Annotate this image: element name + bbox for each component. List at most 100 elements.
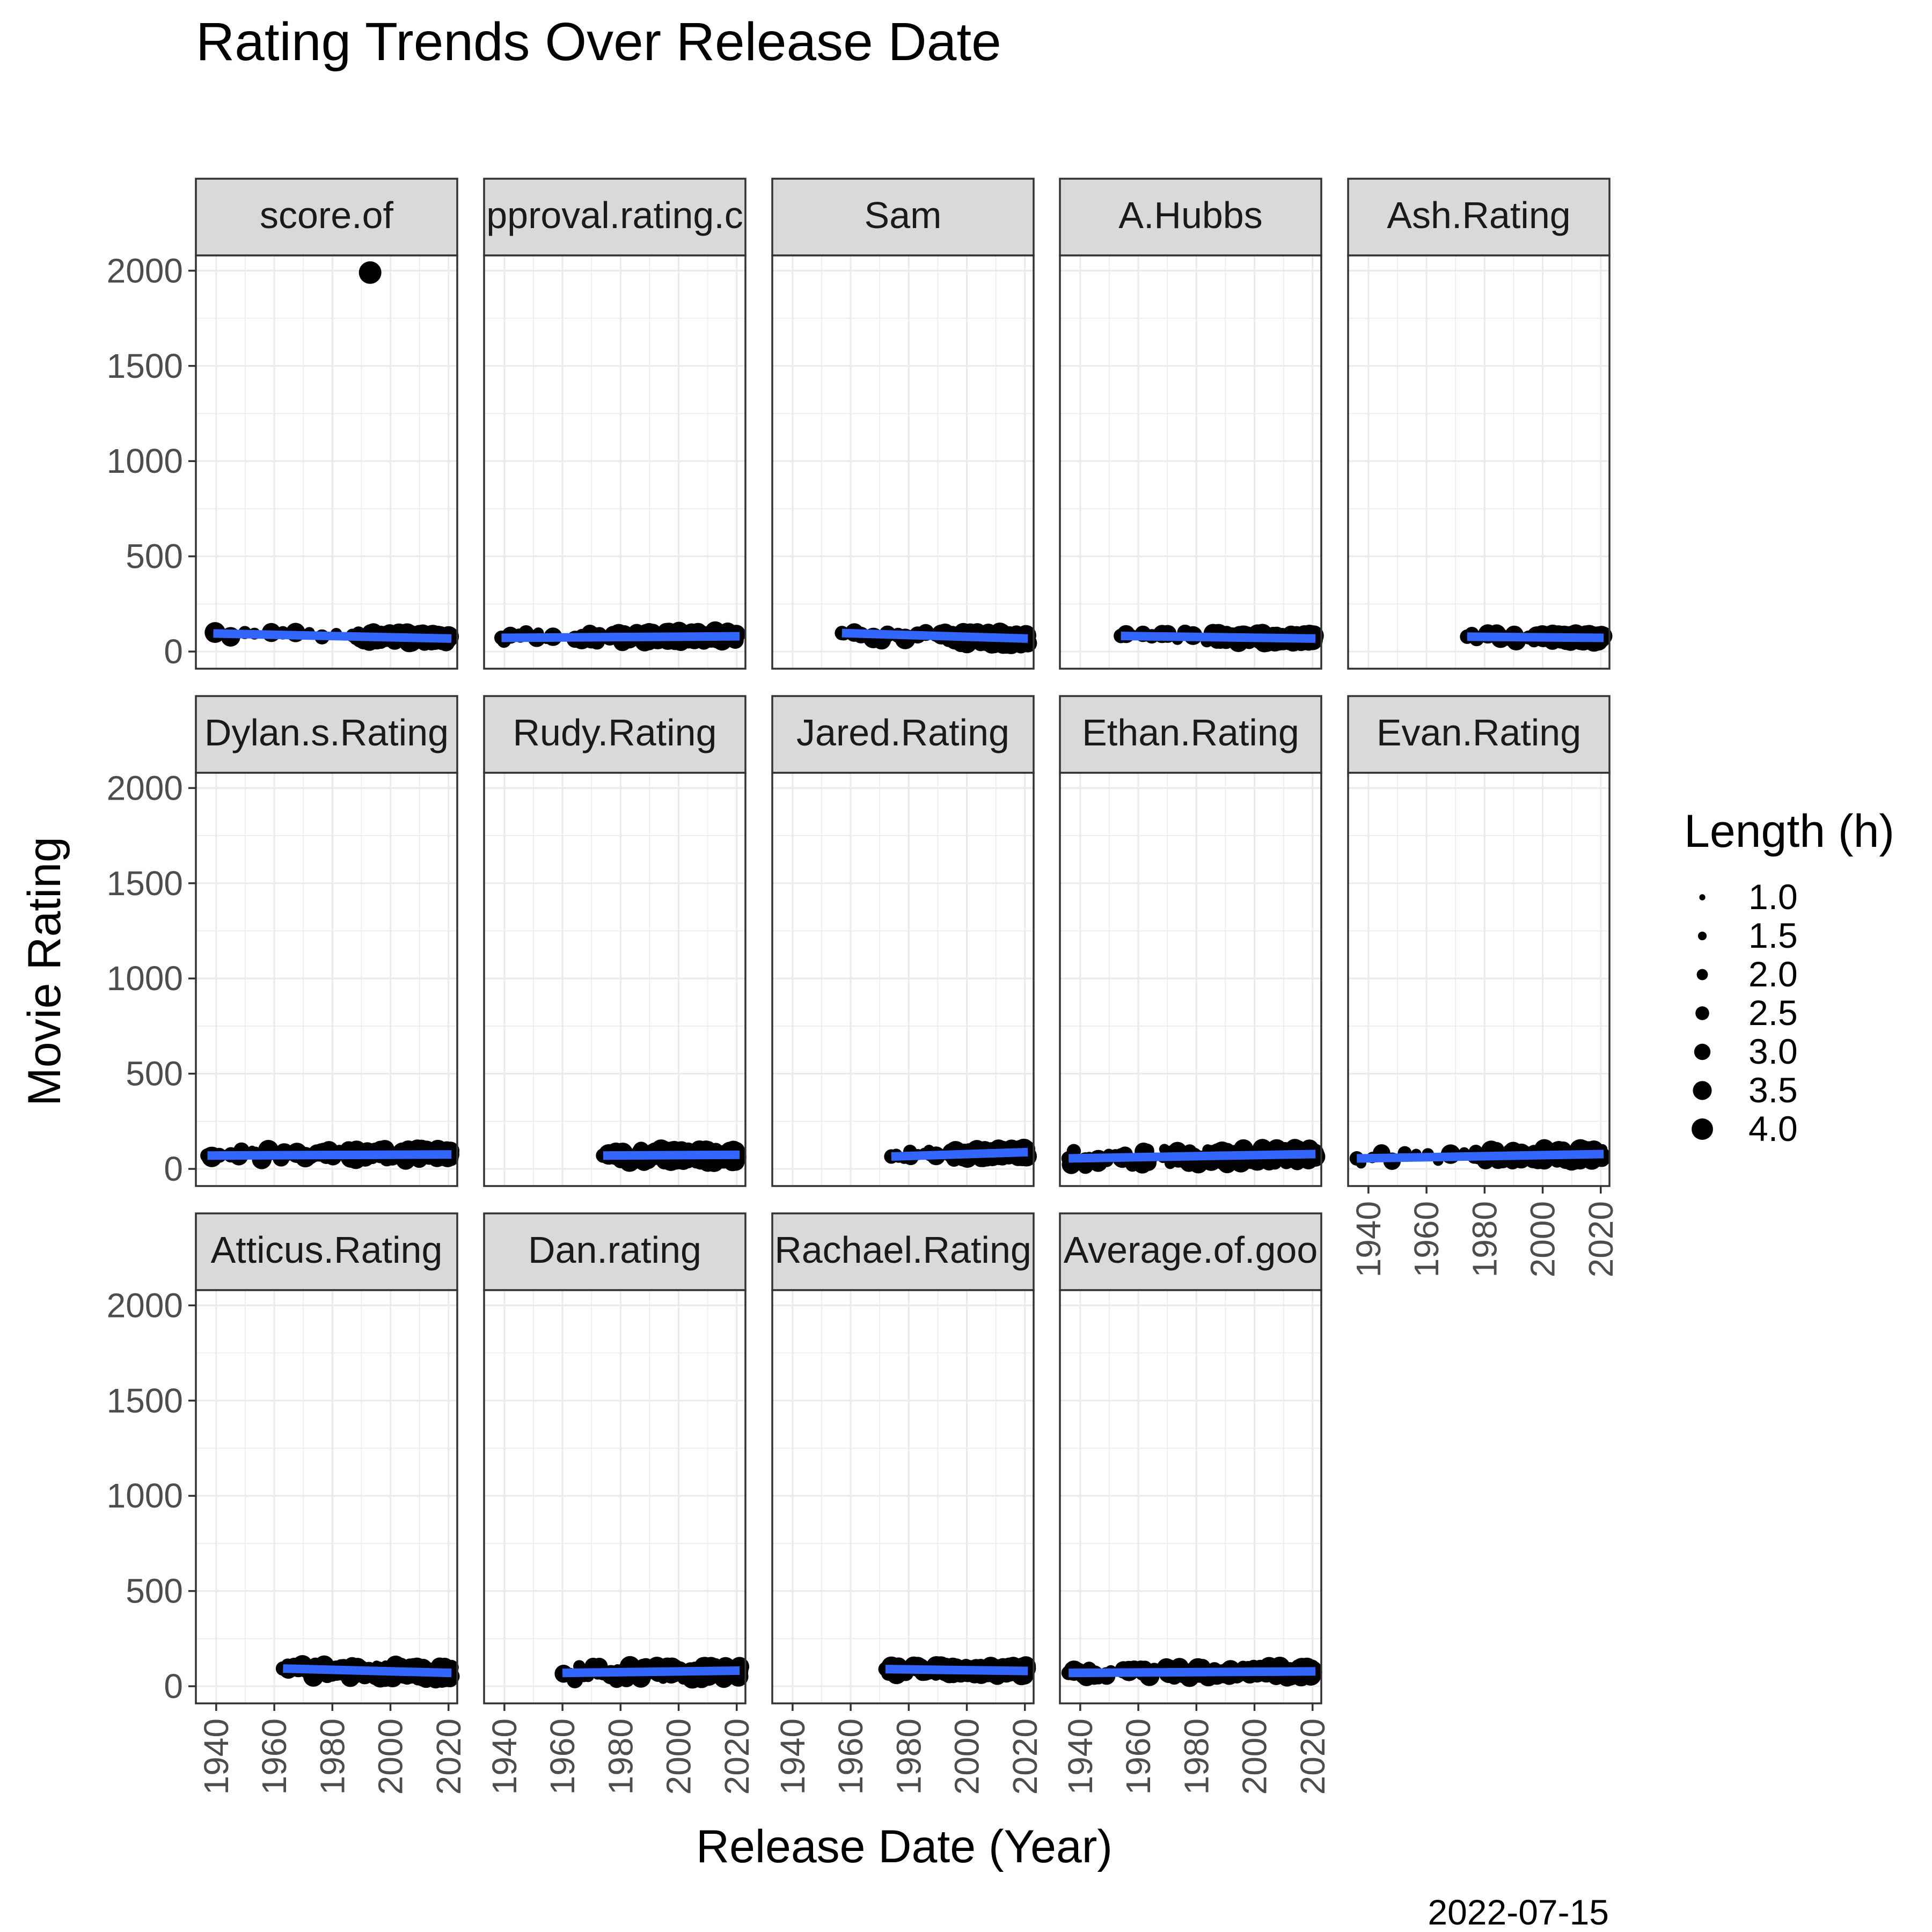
trend-line	[885, 1665, 1028, 1675]
panel-border	[195, 1289, 458, 1704]
x-tick-label: 1940	[197, 1718, 236, 1795]
legend-label: 4.0	[1748, 1109, 1798, 1148]
panel-background	[772, 1290, 1034, 1703]
x-tick-label: 1940	[773, 1718, 812, 1795]
facet-panel: Jared.Rating	[771, 695, 1037, 1187]
panel-border	[483, 254, 747, 670]
x-tick-label: 1960	[831, 1718, 870, 1795]
y-tick-label: 500	[126, 1572, 183, 1611]
panel-border	[195, 772, 458, 1187]
facet-strip	[1347, 695, 1611, 774]
y-tick-label: 2000	[107, 1286, 183, 1324]
trend-line	[1069, 1667, 1316, 1678]
y-tick-label: 1500	[107, 864, 183, 903]
facet-strip	[195, 178, 458, 257]
y-tick-label: 0	[164, 1667, 183, 1706]
trend-line	[562, 1666, 740, 1678]
y-tick-label: 500	[126, 1055, 183, 1093]
panel-background	[196, 1290, 457, 1703]
gridlines	[772, 773, 1034, 1186]
panel-border	[1347, 254, 1611, 670]
facet-panel: Dan.rating 1940 1960 1980 2000 2020	[483, 1212, 756, 1795]
y-tick-label: 2000	[107, 769, 183, 807]
facet-strip-label: Dylan.s.Rating	[204, 712, 449, 753]
gridlines	[196, 773, 457, 1186]
y-tick-label: 1500	[107, 347, 183, 385]
legend-label: 1.0	[1748, 877, 1798, 917]
panel-border	[483, 1289, 747, 1704]
trend-line	[1121, 631, 1316, 643]
panel-background	[1060, 255, 1321, 669]
gridlines	[1060, 255, 1321, 669]
facet-strip	[771, 695, 1035, 774]
panel-background	[772, 773, 1034, 1186]
data-point	[1135, 1159, 1146, 1170]
x-tick-label: 1960	[1119, 1718, 1158, 1795]
gridlines	[1060, 1290, 1321, 1703]
panel-border	[771, 1289, 1035, 1704]
y-tick-label: 1000	[107, 442, 183, 480]
trend-line	[207, 1150, 452, 1160]
x-tick-label: 1940	[1061, 1718, 1100, 1795]
facet-strip	[1347, 178, 1611, 257]
y-tick-label: 1500	[107, 1381, 183, 1420]
facet-strip-label: Dan.rating	[528, 1229, 701, 1271]
legend-entries: 1.01.52.02.53.03.54.0	[1692, 877, 1798, 1148]
y-tick-label: 1000	[107, 959, 183, 998]
x-tick-label: 2000	[948, 1718, 986, 1795]
x-tick-label: 2000	[1524, 1201, 1562, 1277]
facet-strip-label: A.Hubbs	[1118, 194, 1262, 236]
x-tick-label: 2020	[1006, 1718, 1044, 1795]
facet-strip	[195, 695, 458, 774]
facet-strip-label: Sam	[865, 194, 942, 236]
x-tick-label: 2000	[371, 1718, 410, 1795]
x-tick-label: 2000	[1235, 1718, 1274, 1795]
x-tick-label: 1960	[543, 1718, 582, 1795]
y-axis-label: Movie Rating	[19, 837, 70, 1106]
x-tick-label: 1980	[1465, 1201, 1504, 1277]
x-tick-label: 1940	[485, 1718, 524, 1795]
gridlines	[1348, 255, 1609, 669]
facet-panel: score.of 0 500 1000 1500 2000	[107, 178, 459, 671]
gridlines	[484, 255, 745, 669]
legend-key	[1699, 894, 1706, 901]
y-tick-label: 0	[164, 632, 183, 671]
gridlines	[772, 1290, 1034, 1703]
x-tick-label: 1940	[1349, 1201, 1388, 1277]
trend-line	[841, 628, 1028, 643]
trend-line	[891, 1147, 1028, 1161]
trend-line	[1069, 1150, 1316, 1163]
facet-panel: Rachael.Rating 1940 1960 1980 2000 2020	[771, 1212, 1044, 1795]
facet-strip-label: Evan.Rating	[1377, 712, 1581, 753]
facet-panel: pproval.rating.c	[483, 178, 747, 670]
y-tick-label: 0	[164, 1150, 183, 1188]
panel-border	[771, 254, 1035, 670]
panel-border	[1059, 772, 1322, 1187]
panel-background	[484, 255, 745, 669]
legend-label: 3.5	[1748, 1070, 1798, 1110]
panel-background	[484, 773, 745, 1186]
trend-line	[1357, 1150, 1604, 1163]
chart-title: Rating Trends Over Release Date	[196, 12, 1001, 72]
facet-panel: Ash.Rating	[1347, 178, 1613, 670]
facet-panel: Ethan.Rating	[1059, 695, 1326, 1187]
panel-background	[1060, 1290, 1321, 1703]
x-tick-label: 1980	[1177, 1718, 1216, 1795]
facet-strip	[1059, 695, 1322, 774]
x-tick-label: 2020	[718, 1718, 756, 1795]
legend-key	[1694, 1043, 1711, 1060]
facet-panel: Evan.Rating 1940 1960 1980 2000 2020	[1347, 695, 1620, 1277]
facet-strip-label: Average.of.goo	[1064, 1229, 1318, 1271]
x-tick-label: 1980	[601, 1718, 640, 1795]
facet-panel: Average.of.goo 1940 1960 1980 2000 2020	[1059, 1212, 1332, 1795]
panel-background	[1348, 773, 1609, 1186]
panel-background	[772, 255, 1034, 669]
x-tick-label: 1980	[889, 1718, 928, 1795]
legend-label: 2.5	[1748, 993, 1798, 1033]
x-tick-label: 2020	[1293, 1718, 1332, 1795]
trend-line	[1467, 632, 1604, 642]
facet-strip	[483, 1212, 747, 1291]
legend-key	[1697, 931, 1707, 941]
panel-border	[1059, 254, 1322, 670]
panel-background	[484, 1290, 745, 1703]
